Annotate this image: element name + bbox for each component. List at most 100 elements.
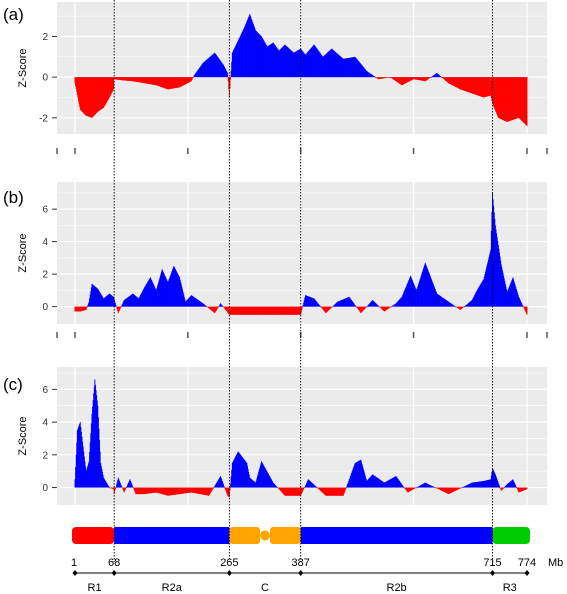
positive-zscore-bar [317,303,319,307]
positive-zscore-bar [468,484,470,488]
negative-zscore-bar [418,77,420,81]
negative-zscore-bar [453,77,455,86]
positive-zscore-bar [216,482,217,488]
negative-zscore-bar [135,487,137,495]
negative-zscore-bar [379,77,381,79]
negative-zscore-bar [155,487,157,493]
positive-zscore-bar [268,45,270,78]
negative-zscore-bar [114,487,116,490]
positive-zscore-bar [505,485,507,488]
negative-zscore-bar [455,306,457,308]
positive-zscore-bar [145,284,147,307]
positive-zscore-bar [516,291,518,307]
negative-zscore-bar [340,487,342,496]
positive-zscore-bar [305,484,307,488]
positive-zscore-bar [94,286,96,307]
negative-zscore-bar [471,77,473,94]
positive-zscore-bar [373,475,375,488]
positive-zscore-bar [219,60,221,78]
positive-zscore-bar [320,53,322,78]
negative-zscore-bar [389,306,391,308]
negative-zscore-bar [463,77,465,91]
negative-zscore-bar [383,306,385,312]
positive-zscore-bar [394,303,396,307]
positive-zscore-bar [326,53,328,78]
negative-zscore-bar [503,77,505,121]
positive-zscore-bar [146,283,148,307]
positive-zscore-bar [223,66,225,78]
positive-zscore-bar [394,476,396,488]
positive-zscore-bar [483,276,485,307]
negative-zscore-bar [299,487,301,496]
positive-zscore-bar [217,57,219,78]
positive-zscore-bar [92,407,94,488]
negative-zscore-bar [180,487,182,494]
negative-zscore-bar [458,306,460,310]
positive-zscore-bar [303,52,305,78]
negative-zscore-bar [490,77,492,96]
negative-zscore-bar [458,487,460,489]
positive-zscore-bar [347,297,348,307]
negative-zscore-bar [295,487,297,496]
positive-zscore-bar [486,480,488,488]
negative-zscore-bar [184,77,186,85]
negative-zscore-bar [518,77,520,119]
negative-zscore-bar [508,77,510,122]
positive-zscore-bar [125,298,127,307]
positive-zscore-bar [396,477,398,488]
positive-zscore-bar [128,296,130,307]
negative-zscore-bar [449,77,451,84]
positive-zscore-bar [309,50,310,78]
positive-zscore-bar [496,233,498,307]
positive-zscore-bar [219,477,221,488]
negative-zscore-bar [283,306,285,315]
negative-zscore-bar [155,487,157,493]
negative-zscore-bar [449,487,451,494]
negative-zscore-bar [147,77,149,84]
negative-zscore-bar [193,487,195,493]
negative-zscore-bar [326,487,328,496]
negative-zscore-bar [328,306,330,311]
positive-zscore-bar [372,300,374,307]
positive-zscore-bar [142,290,144,307]
negative-zscore-bar [440,487,442,491]
positive-zscore-bar [485,480,486,488]
positive-zscore-bar [358,461,360,488]
positive-zscore-bar [421,484,423,488]
positive-zscore-bar [487,480,489,488]
positive-zscore-bar [428,272,430,307]
negative-zscore-bar [397,77,399,83]
positive-zscore-bar [225,69,227,78]
negative-zscore-bar [117,306,119,314]
negative-zscore-bar [418,77,420,81]
positive-zscore-bar [359,460,361,488]
positive-zscore-bar [233,459,235,488]
positive-zscore-bar [276,47,278,78]
negative-zscore-bar [114,77,116,80]
positive-zscore-bar [293,52,295,78]
positive-zscore-bar [399,299,400,307]
negative-zscore-bar [445,487,447,493]
positive-zscore-bar [378,478,380,488]
positive-zscore-bar [250,17,252,78]
negative-zscore-bar [476,77,478,96]
negative-zscore-bar [116,306,118,310]
negative-zscore-bar [174,77,176,89]
positive-zscore-bar [120,483,122,488]
positive-zscore-bar [335,303,337,307]
positive-zscore-bar [149,277,151,307]
negative-zscore-bar [324,487,326,496]
negative-zscore-bar [526,487,528,490]
positive-zscore-bar [499,252,500,307]
positive-zscore-bar [355,306,357,308]
positive-zscore-bar [224,68,226,78]
negative-zscore-bar [154,487,155,493]
positive-zscore-bar [269,476,271,488]
positive-zscore-bar [478,481,480,488]
negative-zscore-bar [211,487,213,490]
negative-zscore-bar [389,77,391,78]
positive-zscore-bar [501,267,503,307]
positive-zscore-bar [87,465,89,488]
positive-zscore-bar [85,471,87,488]
negative-zscore-bar [138,487,140,495]
